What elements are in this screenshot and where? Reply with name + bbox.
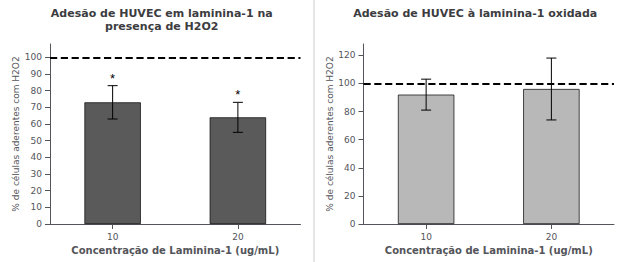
- svg-text:50: 50: [31, 136, 43, 146]
- svg-text:0: 0: [36, 219, 42, 229]
- svg-text:20: 20: [546, 232, 558, 242]
- svg-text:Adesão de HUVEC à laminina-1 o: Adesão de HUVEC à laminina-1 oxidada: [353, 7, 597, 20]
- svg-text:0: 0: [350, 219, 356, 229]
- svg-text:60: 60: [344, 135, 356, 145]
- svg-text:Adesão de HUVEC em laminina-1: Adesão de HUVEC em laminina-1 na: [51, 7, 273, 20]
- svg-text:10: 10: [31, 202, 43, 212]
- svg-text:100: 100: [25, 52, 42, 62]
- svg-text:120: 120: [338, 50, 355, 60]
- svg-text:20: 20: [31, 186, 43, 196]
- svg-text:*: *: [235, 87, 240, 102]
- svg-text:40: 40: [344, 163, 356, 173]
- svg-text:30: 30: [31, 169, 43, 179]
- svg-text:% de células aderentes com H2O: % de células aderentes com H2O2: [11, 56, 21, 211]
- svg-text:70: 70: [31, 102, 43, 112]
- svg-text:10: 10: [107, 232, 119, 242]
- svg-text:*: *: [110, 71, 115, 86]
- svg-text:Concentração de Laminina-1 (ug: Concentração de Laminina-1 (ug/mL): [71, 245, 279, 256]
- svg-text:% de células aderentes com H2O: % de células aderentes com H2O2: [325, 56, 335, 211]
- svg-text:60: 60: [31, 119, 43, 129]
- svg-text:100: 100: [338, 78, 355, 88]
- svg-text:Concentração de Laminina-1 (ug: Concentração de Laminina-1 (ug/mL): [385, 245, 593, 256]
- svg-text:80: 80: [344, 107, 356, 117]
- svg-text:90: 90: [31, 69, 43, 79]
- svg-text:80: 80: [31, 86, 43, 96]
- svg-text:20: 20: [232, 232, 244, 242]
- svg-text:40: 40: [31, 152, 43, 162]
- svg-text:10: 10: [420, 232, 432, 242]
- svg-text:20: 20: [344, 191, 356, 201]
- svg-text:presença de H2O2: presença de H2O2: [105, 20, 218, 33]
